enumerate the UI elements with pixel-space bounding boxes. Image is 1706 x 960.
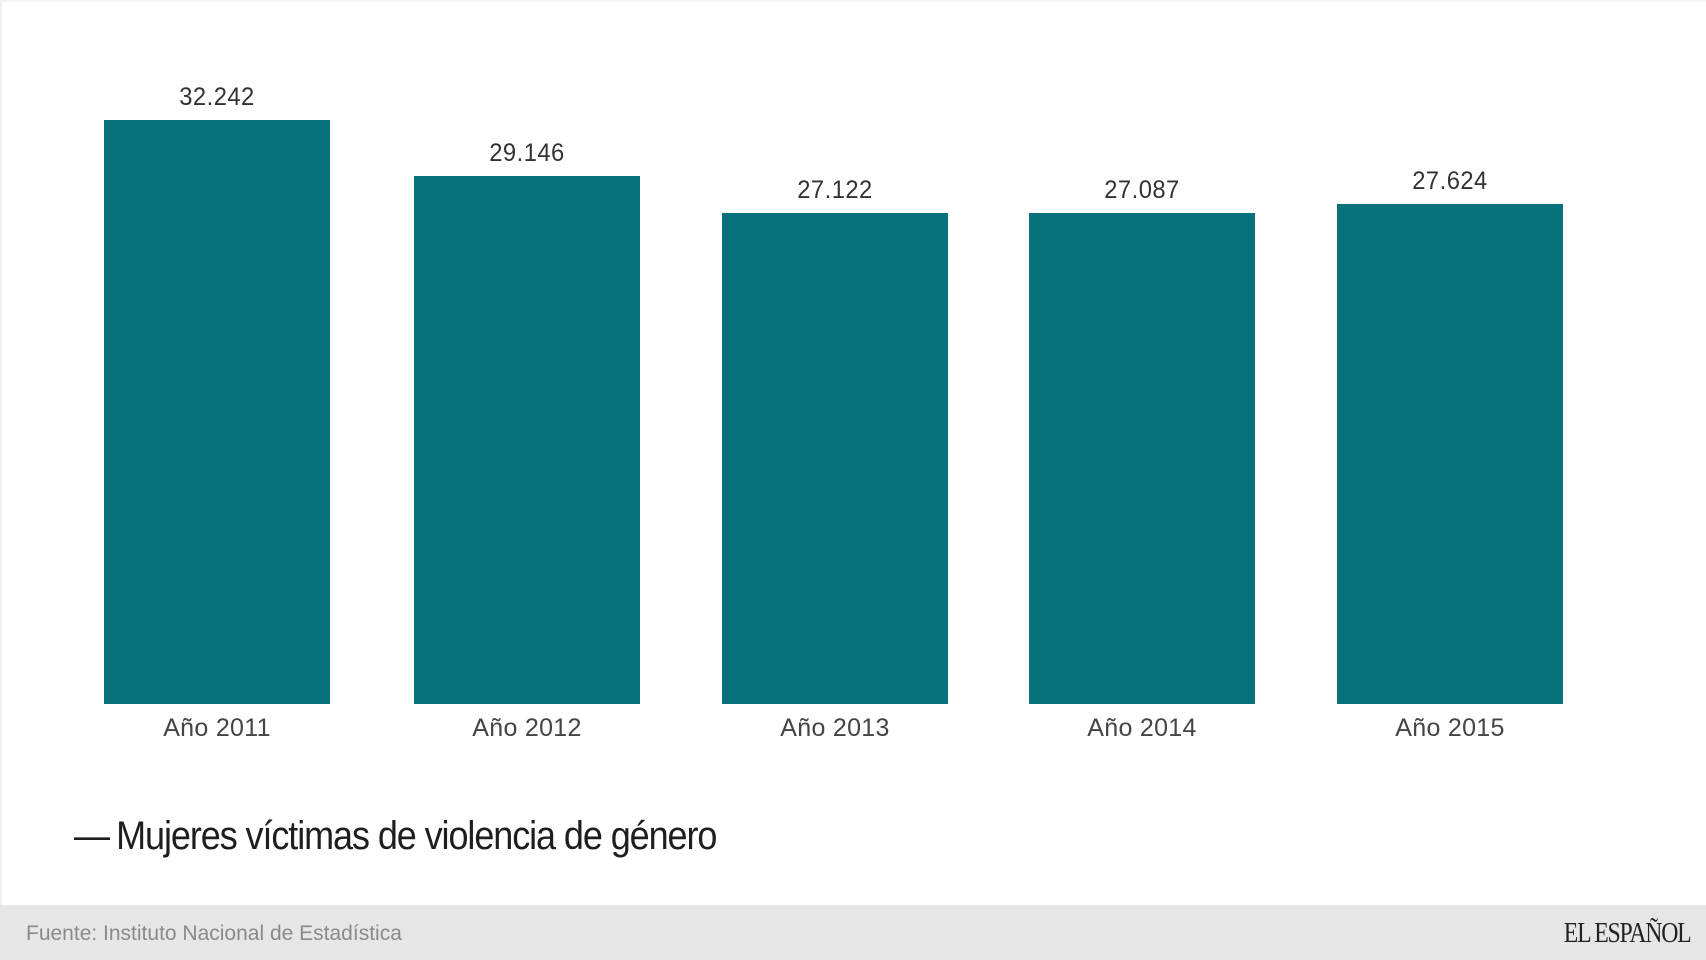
source-note: Fuente: Instituto Nacional de Estadístic… (26, 922, 402, 945)
legend: — Mujeres víctimas de violencia de género (74, 814, 717, 859)
bar (1337, 204, 1563, 704)
bar-value-label: 27.087 (1104, 176, 1180, 204)
publisher-logo: EL ESPAÑOL (1563, 917, 1691, 949)
x-axis-tick-label: Año 2011 (163, 714, 271, 742)
bar (414, 176, 640, 704)
x-axis-tick-label: Año 2013 (780, 714, 890, 742)
bar-value-label: 29.146 (489, 139, 565, 167)
footer: Fuente: Instituto Nacional de Estadístic… (0, 905, 1706, 960)
legend-line-icon: — (74, 814, 110, 858)
chart-frame: 32.242 Año 2011 29.146 Año 2012 27.122 Año 20… (0, 0, 1706, 905)
x-axis-tick-label: Año 2015 (1395, 714, 1505, 742)
plot-area: 32.242 Año 2011 29.146 Año 2012 27.122 Año 20… (2, 2, 1706, 762)
bar-value-label: 32.242 (179, 83, 255, 111)
bar-value-label: 27.624 (1412, 167, 1488, 195)
bar (1029, 213, 1255, 704)
legend-label: Mujeres víctimas de violencia de género (116, 814, 717, 858)
bar-value-label: 27.122 (797, 176, 873, 204)
x-axis-tick-label: Año 2014 (1087, 714, 1197, 742)
x-axis-tick-label: Año 2012 (472, 714, 582, 742)
bar (104, 120, 330, 704)
bar (722, 213, 948, 704)
